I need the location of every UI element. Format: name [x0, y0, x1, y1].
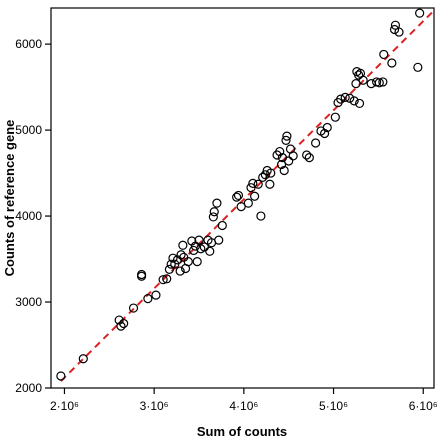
data-point	[166, 259, 176, 269]
data-point	[366, 79, 376, 89]
data-point	[374, 78, 384, 88]
data-point	[266, 168, 276, 178]
data-point	[164, 264, 174, 274]
data-point	[192, 257, 202, 267]
data-point	[415, 8, 425, 18]
data-point	[351, 79, 361, 89]
data-point	[304, 152, 314, 163]
data-point	[256, 211, 266, 221]
data-point	[183, 257, 193, 267]
data-point	[302, 150, 312, 160]
data-point	[194, 235, 204, 245]
data-point	[214, 235, 224, 245]
data-point	[208, 212, 218, 222]
y-tick-label: 4000	[15, 209, 42, 223]
data-point	[128, 303, 139, 313]
data-point	[322, 122, 332, 133]
data-point	[275, 146, 285, 157]
data-point	[354, 70, 364, 80]
data-point	[336, 94, 346, 104]
data-point	[56, 371, 66, 381]
data-point	[387, 58, 397, 68]
data-point	[288, 151, 298, 161]
data-point	[162, 274, 172, 284]
x-tick-label: 3·10⁶	[140, 399, 169, 413]
y-tick-label: 2000	[15, 381, 42, 395]
data-point	[236, 201, 246, 212]
data-point	[248, 178, 258, 188]
data-point	[158, 275, 168, 285]
data-point	[209, 207, 219, 217]
data-point	[116, 321, 126, 331]
data-point	[265, 179, 275, 189]
data-point	[232, 192, 242, 202]
data-point	[354, 98, 365, 109]
data-point	[217, 220, 227, 231]
data-point	[168, 253, 178, 263]
y-tick-label: 6000	[15, 37, 42, 51]
data-point	[250, 191, 260, 201]
data-point	[349, 96, 359, 106]
plot-frame	[50, 7, 435, 389]
data-point	[253, 179, 263, 189]
data-point	[233, 190, 244, 201]
data-point	[136, 269, 147, 280]
y-axis-title: Counts of reference gene	[2, 120, 17, 277]
data-point	[358, 75, 368, 85]
data-point	[379, 49, 389, 60]
data-point	[281, 135, 291, 145]
points-layer	[56, 8, 425, 381]
data-point	[260, 170, 270, 180]
data-point	[176, 250, 186, 260]
data-point	[175, 266, 185, 276]
x-tick-label: 6·10⁶	[409, 399, 438, 413]
data-point	[178, 240, 188, 250]
y-tick-label: 3000	[15, 295, 42, 309]
data-point	[284, 156, 294, 166]
data-point	[413, 62, 423, 72]
x-axis-title: Sum of counts	[197, 424, 287, 439]
data-point	[205, 246, 215, 256]
x-axis: 2·10⁶ 3·10⁶ 4·10⁶ 5·10⁶ 6·10⁶	[50, 388, 438, 413]
data-point	[143, 293, 153, 304]
data-point	[319, 128, 330, 139]
y-tick-label: 5000	[15, 123, 42, 137]
data-point	[246, 183, 256, 193]
data-point	[311, 138, 321, 148]
x-tick-label: 4·10⁶	[229, 399, 258, 413]
data-point	[151, 290, 161, 300]
data-point	[279, 165, 289, 176]
data-point	[330, 112, 340, 122]
data-point	[282, 131, 292, 141]
data-point	[378, 77, 388, 87]
data-point	[258, 172, 268, 182]
data-point	[340, 92, 350, 103]
data-point	[243, 198, 253, 208]
y-axis: 2000 3000 4000 5000 6000	[15, 37, 51, 395]
data-point	[389, 24, 400, 35]
x-tick-label: 2·10⁶	[50, 399, 79, 413]
data-point	[394, 27, 404, 37]
data-point	[276, 159, 287, 170]
data-point	[345, 93, 355, 103]
data-point	[212, 198, 222, 208]
x-tick-label: 5·10⁶	[319, 399, 348, 413]
data-point	[78, 354, 88, 364]
data-point	[119, 318, 129, 329]
